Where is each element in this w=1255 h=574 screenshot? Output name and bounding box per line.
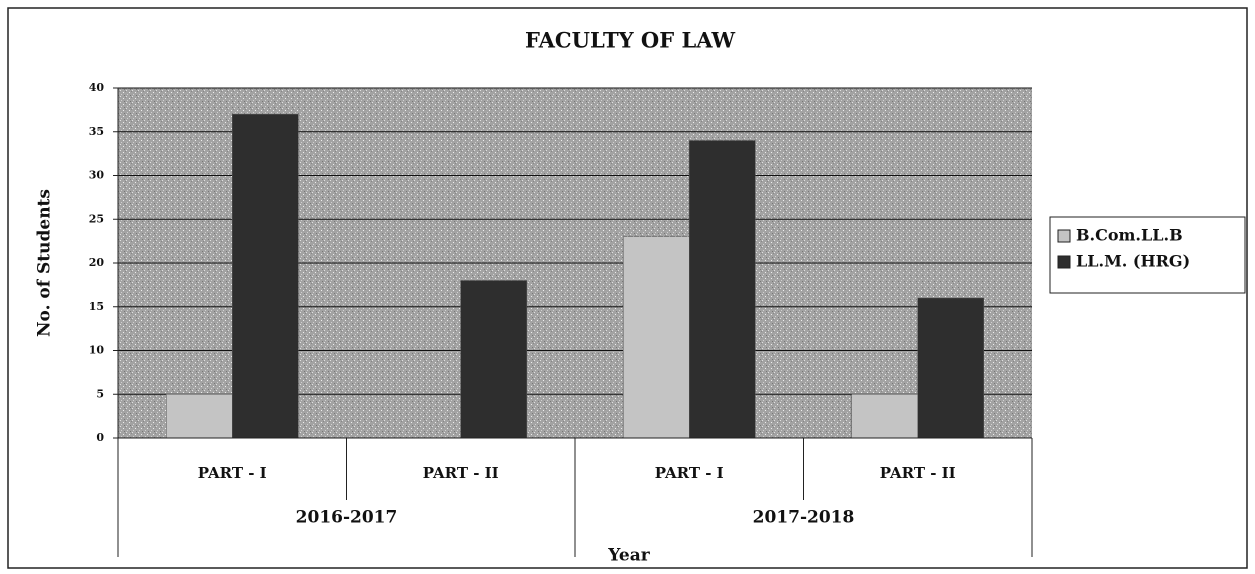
y-tick-label: 30	[89, 169, 105, 182]
bar	[623, 236, 690, 439]
legend-swatch	[1057, 255, 1071, 269]
y-tick-label: 40	[89, 81, 105, 94]
y-axis-label: No. of Students	[35, 189, 55, 337]
group-label: 2016-2017	[296, 508, 398, 528]
y-tick-label: 35	[89, 125, 104, 138]
bar	[851, 394, 918, 439]
y-tick-label: 20	[89, 256, 105, 269]
y-tick-label: 10	[89, 344, 105, 357]
bar	[689, 140, 756, 439]
bar	[232, 114, 299, 439]
y-tick-label: 25	[89, 212, 104, 225]
y-tick-label: 0	[96, 431, 104, 444]
x-tick-label: PART - I	[655, 464, 724, 482]
legend-swatch	[1057, 229, 1071, 243]
group-label: 2017-2018	[753, 508, 855, 528]
y-tick-label: 15	[89, 300, 104, 313]
x-tick-label: PART - II	[423, 464, 499, 482]
chart-title: FACULTY OF LAW	[525, 28, 736, 53]
y-tick-label: 5	[96, 387, 104, 400]
x-tick-label: PART - II	[880, 464, 956, 482]
bar	[166, 394, 233, 439]
legend-label: B.Com.LL.B	[1076, 226, 1183, 245]
legend-label: LL.M. (HRG)	[1076, 252, 1190, 271]
legend	[1049, 216, 1246, 294]
x-axis-label: Year	[607, 546, 650, 566]
bar	[460, 280, 527, 439]
bar	[917, 297, 984, 439]
x-tick-label: PART - I	[198, 464, 267, 482]
